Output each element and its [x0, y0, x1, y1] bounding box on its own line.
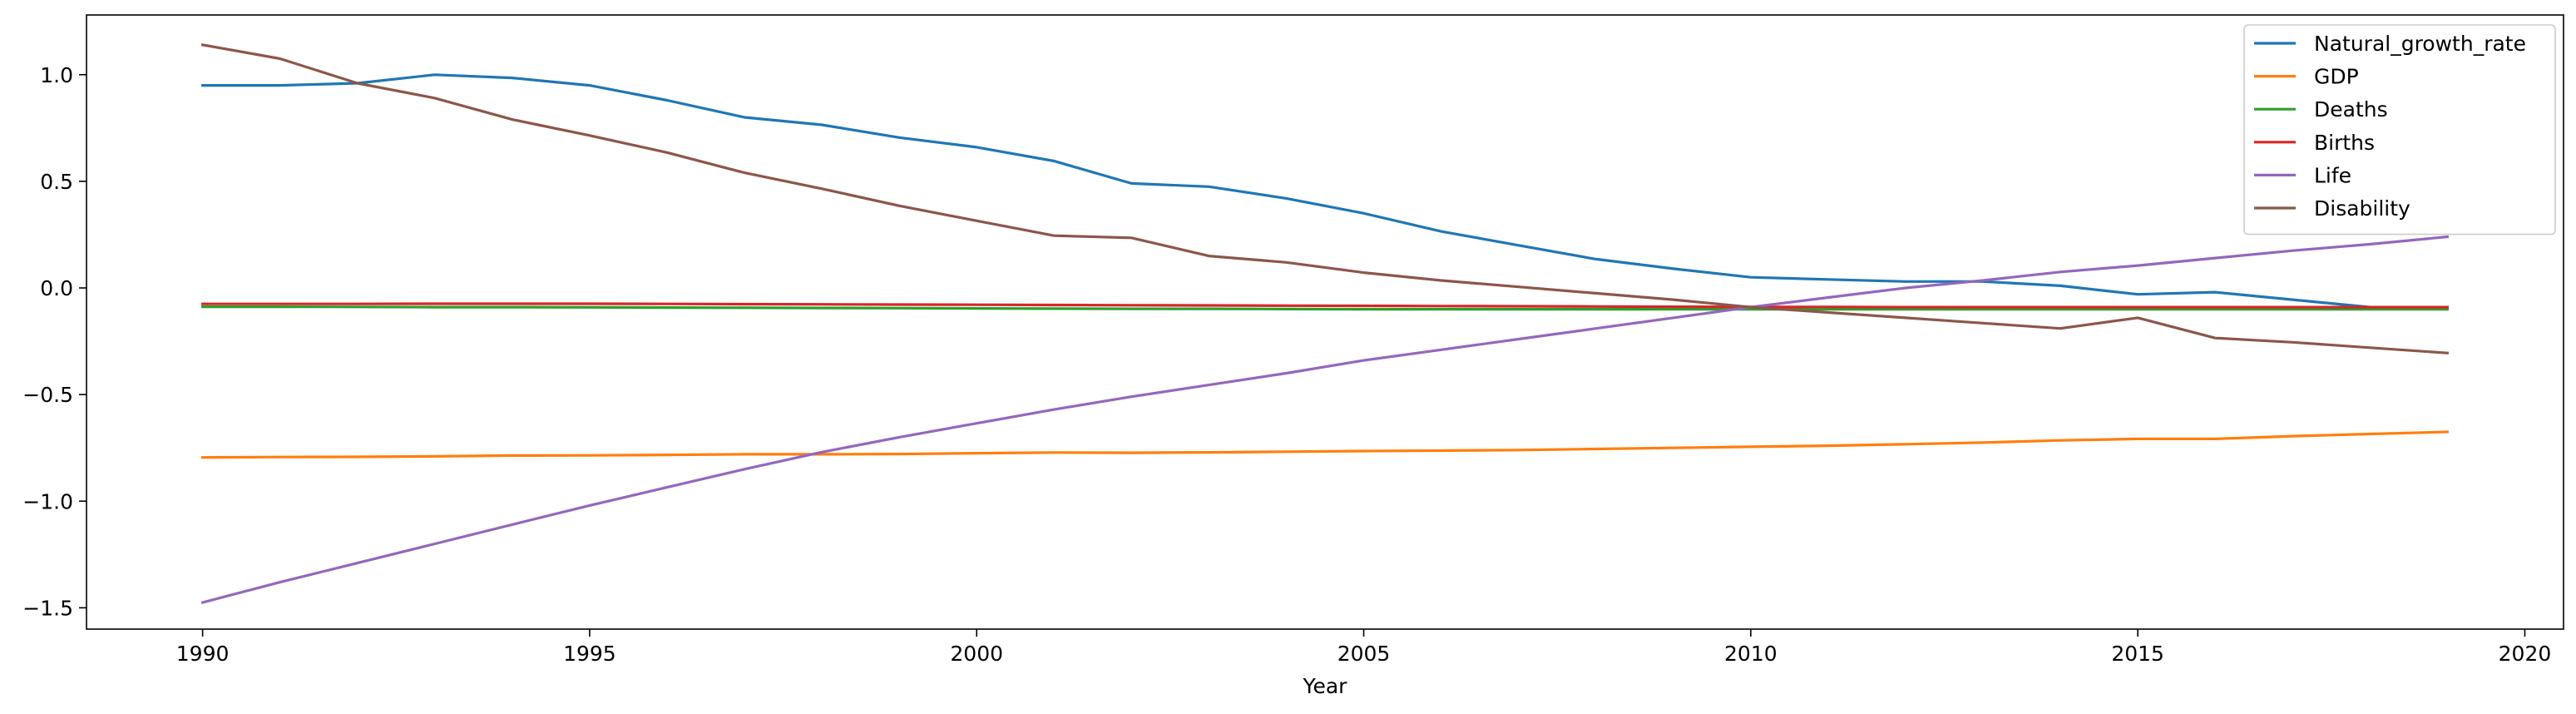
series-line-births [201, 302, 2449, 309]
y-tick-label: 1.0 [40, 63, 73, 87]
plot-frame [86, 14, 2564, 630]
x-tick-label: 2010 [1724, 642, 1777, 666]
legend-label-disability: Disability [2314, 196, 2410, 221]
legend-label-natural-growth-rate: Natural_growth_rate [2314, 32, 2526, 56]
x-tick-label: 1995 [563, 642, 616, 666]
legend-box [2243, 24, 2556, 236]
legend-label-deaths: Deaths [2314, 97, 2388, 121]
x-tick-label: 2000 [950, 642, 1003, 666]
y-tick-label: −1.0 [22, 489, 73, 513]
y-tick-label: −1.5 [22, 596, 73, 620]
y-tick-label: 0.0 [40, 276, 73, 300]
series-line-deaths [201, 305, 2449, 311]
series-line-disability [200, 43, 2450, 355]
legend-label-gdp: GDP [2314, 65, 2359, 89]
series-line-gdp [200, 430, 2450, 459]
series-lines [200, 43, 2450, 604]
legend-label-life: Life [2314, 163, 2351, 187]
legend-label-births: Births [2314, 131, 2375, 155]
x-axis-title: Year [1303, 674, 1348, 698]
legend: Natural_growth_rate GDP Deaths Births Life Di… [2243, 24, 2556, 236]
y-tick-label: −0.5 [22, 383, 73, 407]
x-tick-label: 2015 [2111, 642, 2164, 666]
series-line-life [200, 235, 2450, 604]
series-line-natural-growth-rate [201, 73, 2449, 309]
x-tick-label: 2005 [1337, 642, 1391, 666]
x-tick-label: 1990 [176, 642, 230, 666]
x-axis: 1990 1995 2000 2005 2010 2015 2020 [176, 629, 2552, 666]
y-axis: −1.5 −1.0 −0.5 0.0 0.5 1.0 [22, 63, 87, 620]
x-tick-label: 2020 [2499, 642, 2552, 666]
y-tick-label: 0.5 [40, 170, 73, 194]
